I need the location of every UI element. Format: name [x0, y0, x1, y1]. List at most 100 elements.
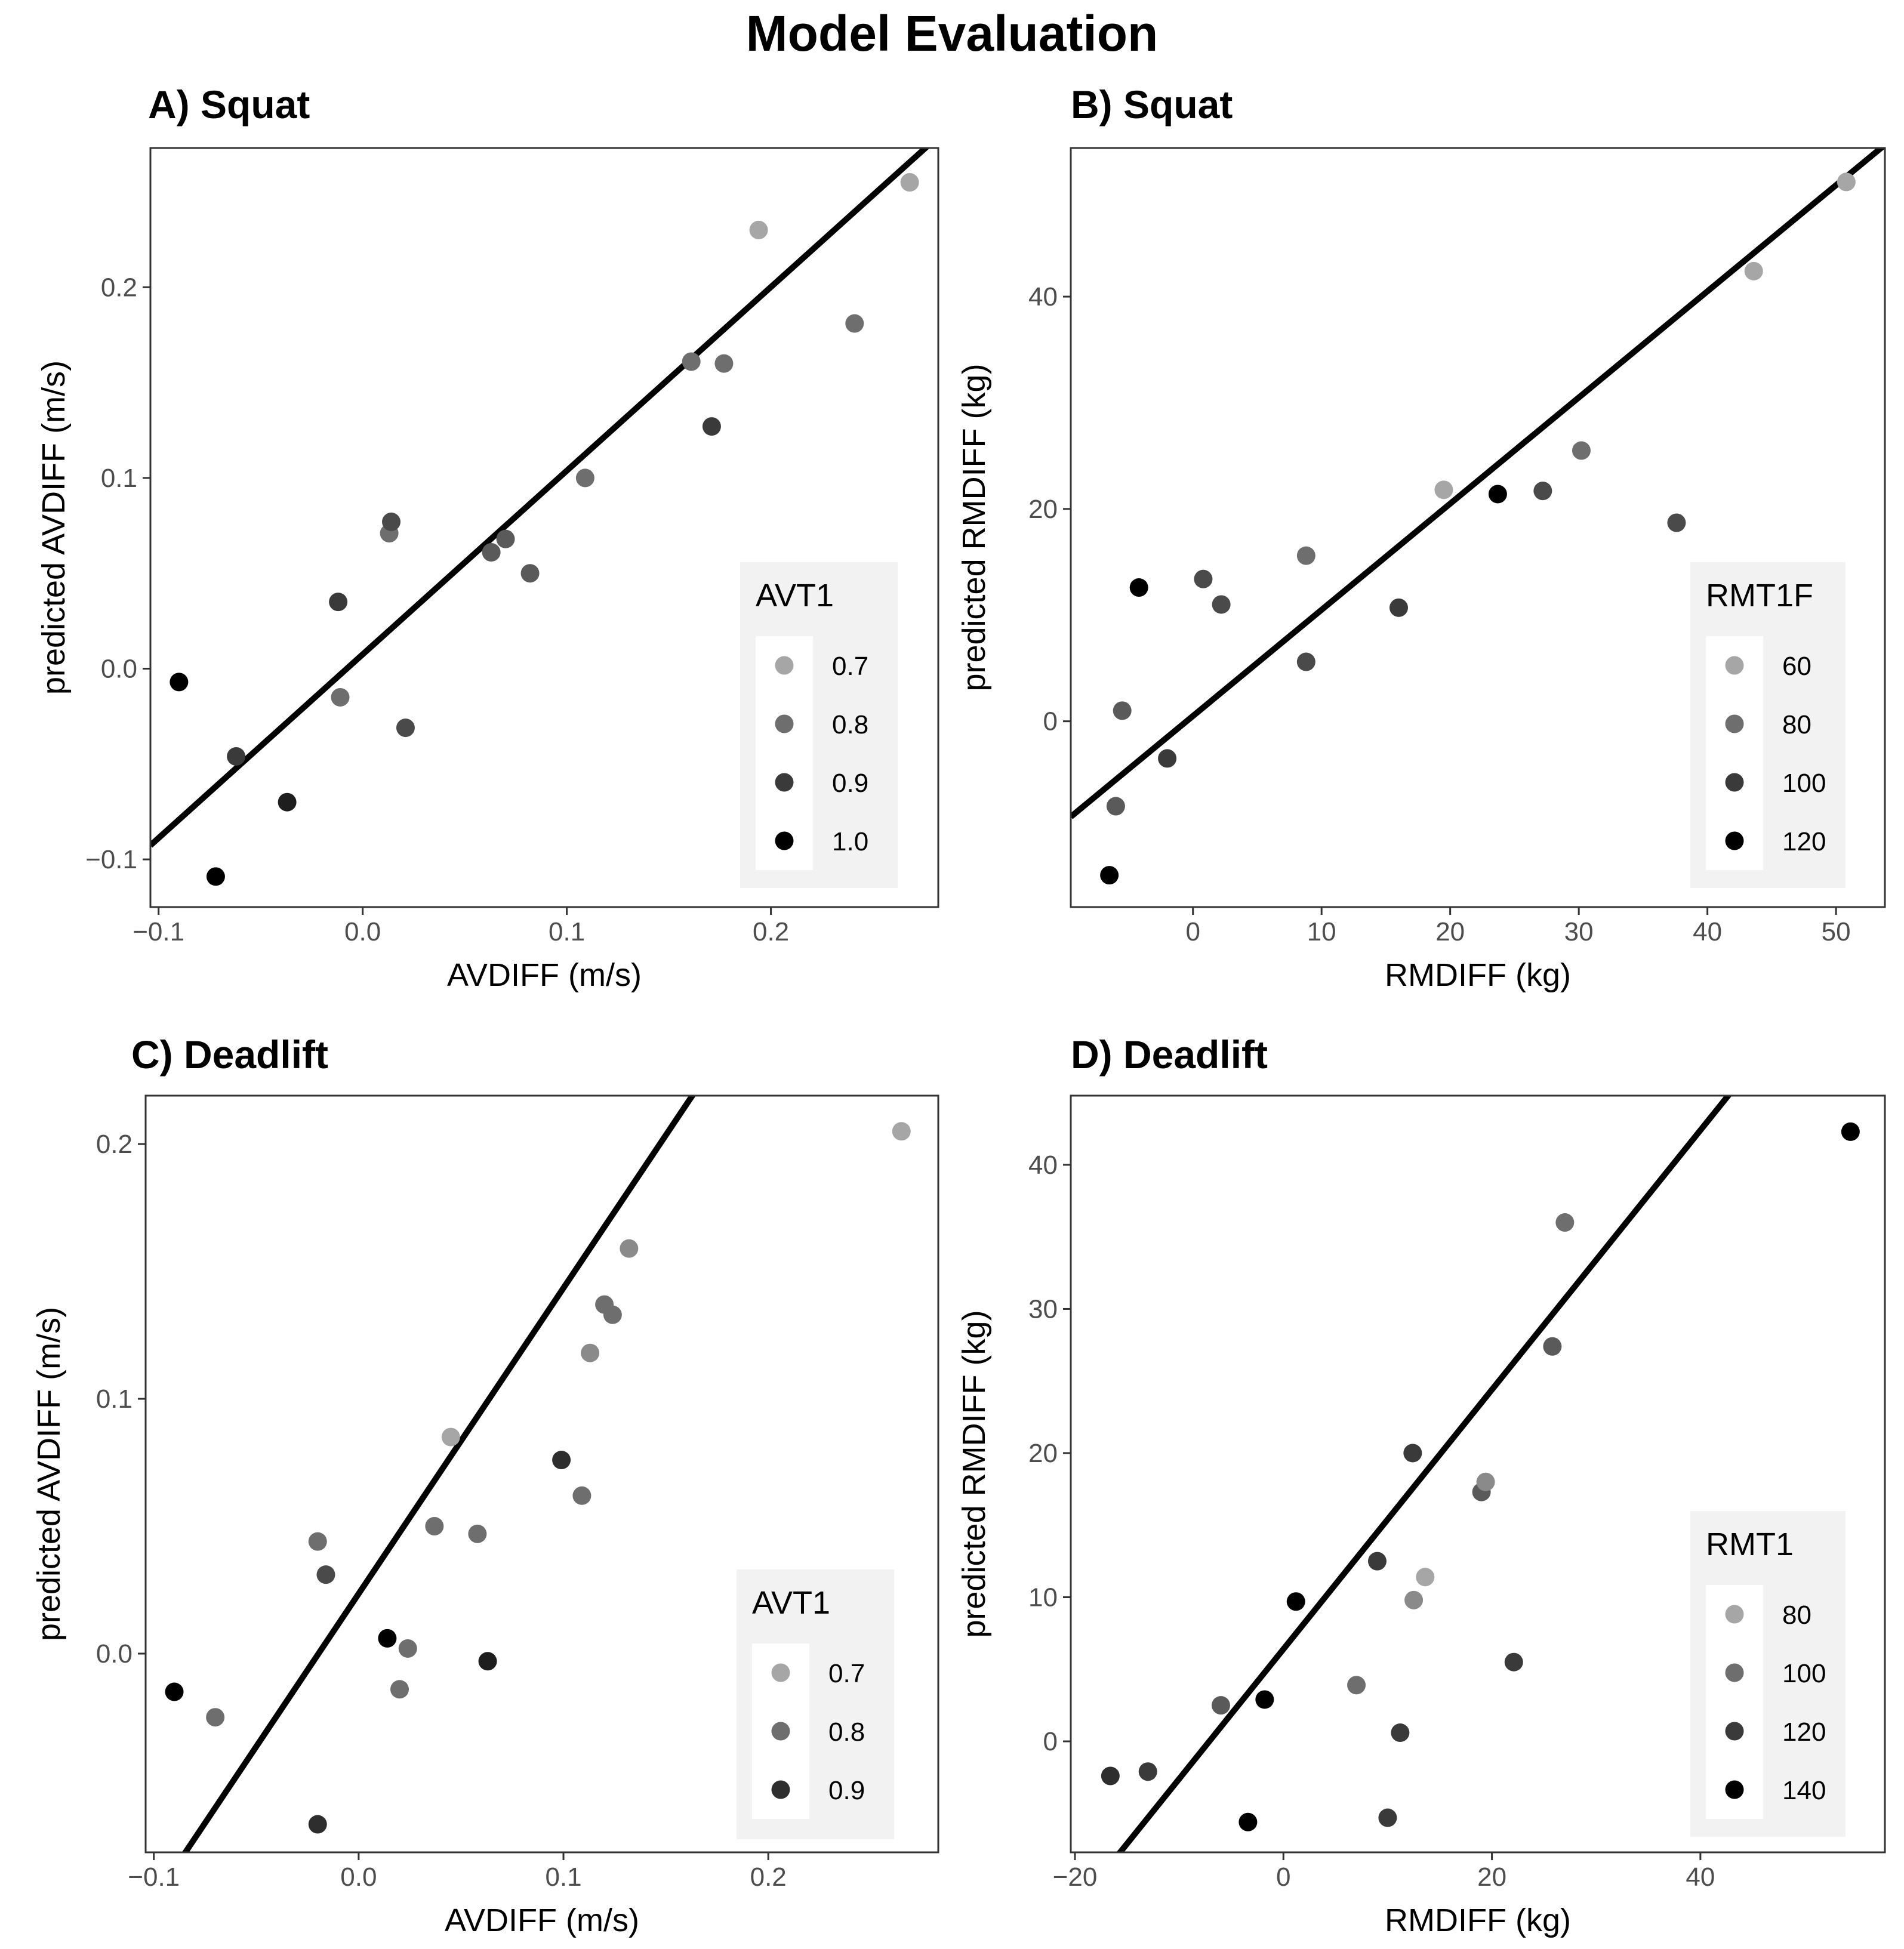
- panel-border: [149, 147, 939, 908]
- legend-key-background: [1706, 636, 1763, 870]
- data-point: [170, 673, 189, 692]
- data-point: [1416, 1568, 1435, 1587]
- panel-a: A) Squat −0.1 0.0 0.1 0.2 −0.1 0.0 0.1 0.2 AVDIFF…: [36, 82, 939, 993]
- data-point: [1158, 749, 1177, 768]
- x-tick-label: 0.0: [340, 1862, 377, 1892]
- data-point: [1367, 1552, 1387, 1571]
- legend-title: RMT1: [1706, 1526, 1794, 1562]
- x-tick-label: 0.2: [750, 1862, 787, 1892]
- data-point: [1391, 1723, 1410, 1743]
- data-point: [425, 1517, 444, 1536]
- data-point: [1533, 482, 1552, 501]
- x-tick-label: 50: [1822, 917, 1851, 946]
- data-point: [900, 173, 919, 192]
- x-tick-label: 30: [1564, 917, 1594, 946]
- x-tick-label: 0.1: [549, 917, 585, 946]
- x-tick-label: 20: [1477, 1862, 1506, 1892]
- legend-label: 0.7: [828, 1659, 865, 1688]
- panel-d: D) Deadlift −20 0 20 40 0 10 20 30 40 RMDIFF (kg) p…: [956, 1032, 1886, 1938]
- data-point: [496, 529, 515, 548]
- data-point: [603, 1305, 622, 1324]
- legend-label: 140: [1782, 1776, 1826, 1805]
- legend-label: 0.9: [832, 769, 868, 798]
- legend-label: 60: [1782, 652, 1811, 681]
- data-point: [581, 1343, 600, 1362]
- data-point: [1101, 1766, 1120, 1785]
- data-point: [552, 1451, 571, 1470]
- legend-key: [775, 714, 794, 733]
- y-tick-label: 40: [1028, 282, 1058, 312]
- legend-label: 100: [1782, 769, 1826, 798]
- data-point: [1389, 598, 1408, 617]
- legend-label: 0.8: [832, 710, 868, 739]
- data-point: [1378, 1808, 1397, 1827]
- y-tick-label: 20: [1028, 1439, 1058, 1468]
- data-point: [1667, 513, 1686, 532]
- legend-key: [775, 831, 794, 850]
- data-point: [1572, 441, 1591, 460]
- fit-line: [181, 1096, 696, 1852]
- x-axis-label: RMDIFF (kg): [1385, 1902, 1571, 1938]
- panel-border: [1070, 147, 1886, 908]
- legend-key-background: [1706, 1585, 1763, 1819]
- data-point: [1296, 546, 1315, 565]
- data-point: [892, 1122, 911, 1141]
- y-tick-label: 20: [1028, 495, 1058, 524]
- legend-key: [771, 1722, 790, 1741]
- legend: AVT1 0.7 0.8 0.9: [737, 1569, 894, 1839]
- data-point: [1106, 797, 1125, 816]
- panel-border: [144, 1094, 939, 1854]
- panel-b: B) Squat 0 10 20 30 40 50 0 20 40 RMDIFF (kg) predi…: [956, 82, 1886, 993]
- data-point: [482, 543, 501, 562]
- legend: RMT1F 60 80 100 120: [1690, 562, 1846, 888]
- data-point: [390, 1680, 409, 1699]
- data-point: [682, 352, 701, 371]
- legend-title: AVT1: [756, 578, 834, 613]
- legend-key: [771, 1780, 790, 1799]
- x-axis-label: AVDIFF (m/s): [445, 1902, 639, 1938]
- legend-label: 80: [1782, 1600, 1811, 1630]
- legend-key: [1725, 714, 1744, 733]
- data-point: [702, 417, 721, 436]
- data-point: [1194, 569, 1213, 588]
- legend-key: [1725, 1663, 1744, 1682]
- legend-label: 1.0: [832, 827, 868, 856]
- data-point: [1113, 701, 1132, 720]
- data-points: [1101, 1122, 1860, 1831]
- fit-line-group: [1071, 148, 1885, 819]
- data-point: [1138, 1762, 1157, 1781]
- data-point: [714, 354, 734, 373]
- panel-title: B) Squat: [1071, 82, 1233, 127]
- data-point: [1841, 1122, 1860, 1141]
- data-point: [520, 564, 540, 583]
- data-point: [165, 1682, 184, 1701]
- x-tick-label: −20: [1053, 1862, 1098, 1892]
- x-tick-label: 40: [1686, 1862, 1715, 1892]
- y-tick-label: 40: [1028, 1151, 1058, 1180]
- legend: RMT1 80 100 120 140: [1690, 1511, 1846, 1837]
- y-axis-label: predicted AVDIFF (m/s): [31, 1307, 67, 1641]
- fit-line: [1116, 1096, 1732, 1852]
- x-tick-label: −0.1: [128, 1862, 180, 1892]
- legend-key: [1725, 773, 1744, 792]
- data-point: [382, 512, 401, 531]
- data-point: [1404, 1590, 1424, 1609]
- fit-line: [1071, 148, 1885, 819]
- legend-key: [1725, 831, 1744, 850]
- data-point: [1100, 866, 1119, 885]
- y-axis-label: predicted RMDIFF (kg): [956, 363, 992, 691]
- legend-label: 0.9: [828, 1776, 865, 1805]
- legend-title: RMT1F: [1706, 578, 1813, 613]
- data-point: [1403, 1444, 1422, 1463]
- data-point: [1286, 1592, 1305, 1611]
- data-point: [1296, 652, 1315, 671]
- x-tick-label: 0: [1185, 917, 1200, 946]
- data-point: [572, 1486, 591, 1505]
- legend-label: 80: [1782, 710, 1811, 739]
- x-tick-label: 20: [1435, 917, 1465, 946]
- panel-title: C) Deadlift: [131, 1032, 328, 1077]
- data-point: [278, 792, 297, 812]
- fit-line-group: [1116, 1096, 1732, 1852]
- x-tick-label: −0.1: [133, 917, 184, 946]
- data-point: [1555, 1213, 1575, 1232]
